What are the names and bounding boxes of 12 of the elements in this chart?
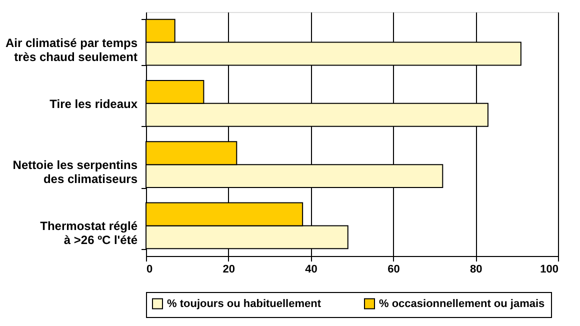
y-tick-label: Air climatisé par temps très chaud seulement <box>5 36 138 64</box>
y-tick-label: Nettoie les serpentins des climatiseurs <box>12 158 138 186</box>
x-tick-label: 60 <box>388 264 400 276</box>
legend-label: % toujours ou habituellement <box>167 298 322 310</box>
legend-label: % occasionnellement ou jamais <box>379 298 545 310</box>
x-tick-label: 100 <box>540 264 558 276</box>
x-tick-label: 40 <box>305 264 318 276</box>
y-tick-label: Thermostat réglé à >26 ºC l'été <box>40 219 138 248</box>
x-tick-label: 0 <box>146 264 153 276</box>
y-tick-label: Tire les rideaux <box>50 96 138 111</box>
x-tick-label: 20 <box>222 264 236 276</box>
x-tick-label: 80 <box>470 264 482 276</box>
